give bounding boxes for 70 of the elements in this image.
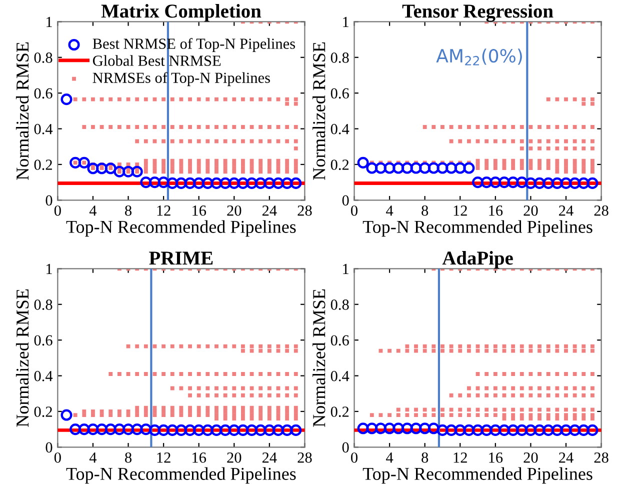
x-tick-label: 24 bbox=[559, 206, 574, 216]
x-tick-label: 4 bbox=[386, 206, 394, 216]
y-axis-title: Normalized RMSE bbox=[16, 42, 29, 180]
y-tick-label: 0.4 bbox=[330, 370, 350, 382]
y-axis-title: Normalized RMSE bbox=[16, 289, 29, 427]
x-tick-label: 28 bbox=[298, 452, 312, 463]
x-tick-label: 4 bbox=[89, 206, 97, 216]
chart-title: PRIME bbox=[149, 252, 213, 265]
y-tick-label: 0.6 bbox=[34, 88, 52, 99]
x-axis-title: Top-N Recommended Pipelines bbox=[362, 220, 592, 237]
y-tick-label: 0.4 bbox=[34, 370, 53, 382]
x-tick-label: 0 bbox=[54, 205, 61, 216]
y-tick-label: 0.4 bbox=[34, 124, 53, 134]
x-tick-label: 0 bbox=[351, 205, 358, 216]
x-tick-label: 4 bbox=[89, 452, 97, 463]
x-tick-label: 24 bbox=[559, 452, 574, 463]
x-tick-label: 24 bbox=[262, 452, 277, 463]
y-tick-label: 0 bbox=[46, 195, 52, 206]
y-tick-label: 1 bbox=[343, 264, 348, 274]
y-tick-label: 0 bbox=[342, 442, 349, 453]
y-tick-label: 0.6 bbox=[330, 88, 349, 99]
x-tick-label: 12 bbox=[157, 452, 170, 463]
y-tick-label: 0.6 bbox=[330, 335, 349, 346]
chart-title: Tensor Regression bbox=[402, 4, 554, 22]
x-tick-label: 28 bbox=[594, 205, 608, 216]
y-axis-title: Normalized RMSE bbox=[312, 42, 326, 180]
x-tick-label: 8 bbox=[125, 452, 132, 463]
y-tick-label: 0.2 bbox=[34, 160, 52, 170]
chart-title: AdaPipe bbox=[442, 251, 513, 269]
x-tick-label: 20 bbox=[524, 452, 538, 463]
x-tick-label: 20 bbox=[227, 452, 242, 463]
x-axis-title: Top-N Recommended Pipelines bbox=[66, 467, 296, 484]
x-tick-label: 28 bbox=[298, 205, 312, 216]
y-tick-label: 0.2 bbox=[330, 160, 349, 170]
x-tick-label: 16 bbox=[489, 452, 503, 463]
y-tick-label: 0.4 bbox=[330, 124, 350, 134]
y-tick-label: 0 bbox=[342, 195, 349, 206]
x-tick-label: 8 bbox=[422, 205, 428, 216]
x-tick-label: 28 bbox=[594, 452, 608, 463]
x-axis-title: Top-N Recommended Pipelines bbox=[66, 220, 296, 237]
legend-label: Global Best NRMSE bbox=[92, 55, 221, 66]
x-tick-label: 16 bbox=[489, 206, 503, 216]
y-tick-label: 0.8 bbox=[34, 52, 52, 63]
y-tick-label: 0.2 bbox=[34, 406, 52, 417]
y-tick-label: 0.6 bbox=[34, 335, 52, 346]
ref-line-label: AM$_{22}$(0%) bbox=[436, 48, 522, 66]
x-tick-label: 4 bbox=[386, 452, 394, 463]
x-tick-label: 12 bbox=[157, 206, 170, 216]
x-tick-label: 24 bbox=[262, 206, 277, 216]
x-tick-label: 0 bbox=[351, 452, 358, 463]
x-tick-label: 0 bbox=[54, 452, 61, 463]
x-tick-label: 20 bbox=[227, 205, 242, 216]
y-tick-label: 1 bbox=[343, 16, 348, 27]
y-tick-label: 1 bbox=[46, 16, 52, 27]
x-tick-label: 8 bbox=[125, 205, 132, 216]
y-tick-label: 0.8 bbox=[330, 300, 349, 310]
y-tick-label: 0.2 bbox=[330, 406, 349, 417]
x-tick-label: 12 bbox=[454, 206, 467, 216]
y-tick-label: 0.8 bbox=[330, 52, 349, 63]
x-tick-label: 16 bbox=[192, 452, 206, 463]
y-tick-label: 1 bbox=[46, 264, 52, 274]
y-axis-title: Normalized RMSE bbox=[312, 289, 326, 427]
y-tick-label: 0 bbox=[46, 442, 52, 453]
x-tick-label: 16 bbox=[192, 206, 206, 216]
chart-title: Matrix Completion bbox=[101, 4, 262, 22]
x-axis-title: Top-N Recommended Pipelines bbox=[362, 467, 592, 484]
x-tick-label: 8 bbox=[422, 452, 428, 463]
x-tick-label: 20 bbox=[524, 205, 538, 216]
y-tick-label: 0.8 bbox=[34, 300, 52, 310]
x-tick-label: 12 bbox=[454, 452, 467, 463]
